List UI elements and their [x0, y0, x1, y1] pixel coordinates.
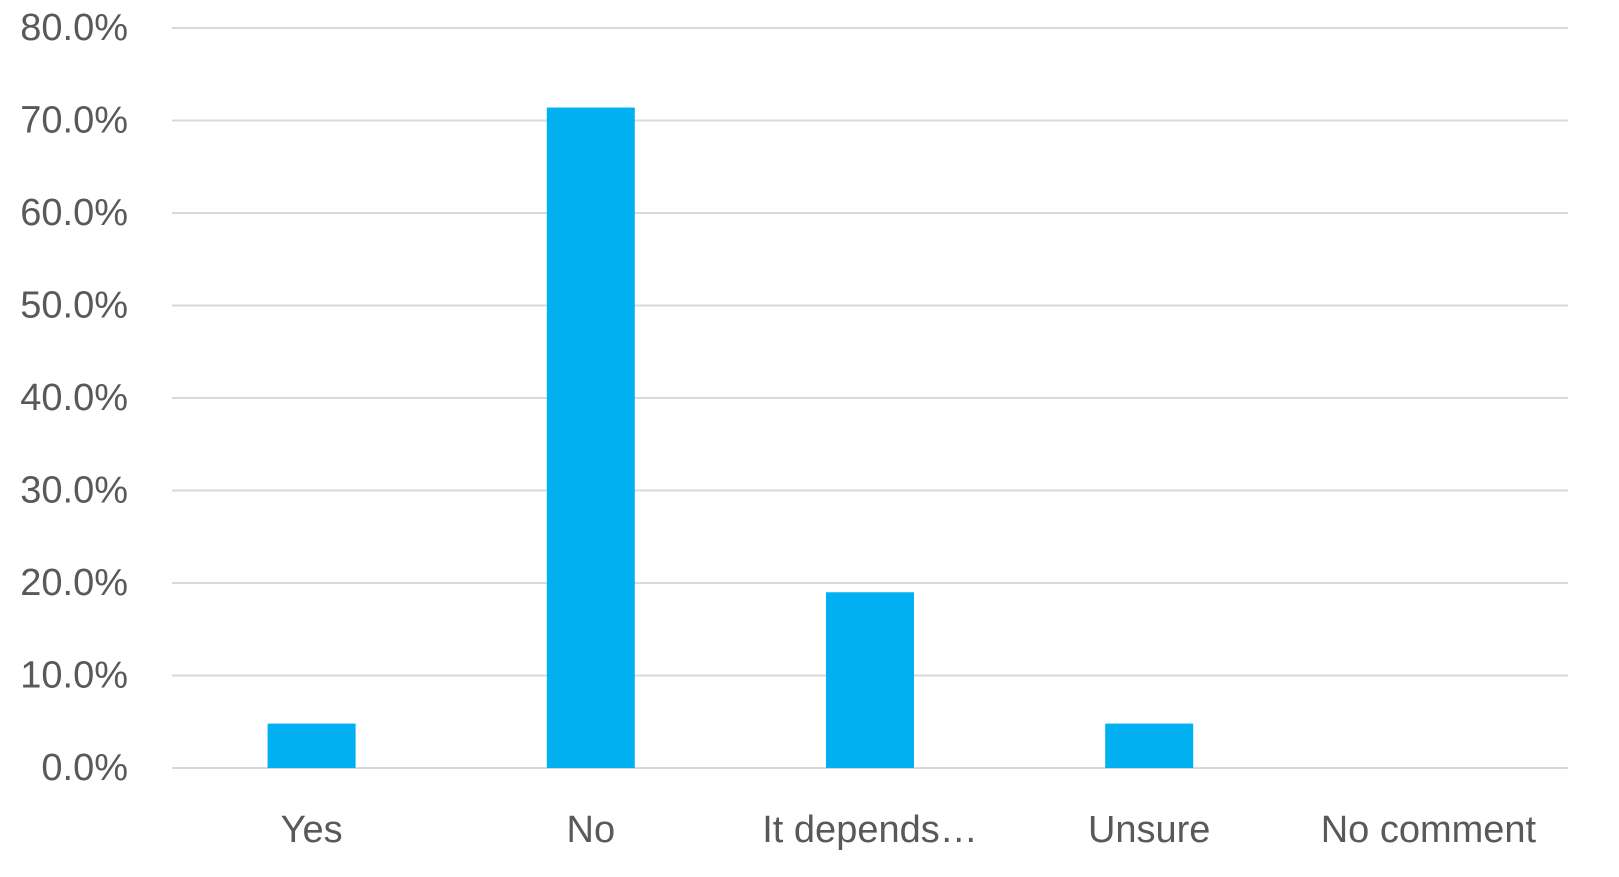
y-tick-label: 10.0%: [20, 655, 128, 697]
y-tick-label: 50.0%: [20, 285, 128, 327]
bar-yes: [267, 723, 356, 768]
x-category-label: No comment: [1321, 809, 1537, 851]
y-tick-label: 30.0%: [20, 470, 128, 512]
x-category-label: It depends…: [762, 809, 977, 851]
x-category-label: Yes: [281, 809, 343, 851]
bar-no: [546, 107, 635, 769]
x-axis-category-labels: Yes No It depends… Unsure No comment: [281, 809, 1537, 851]
y-tick-label: 60.0%: [20, 192, 128, 234]
bars: [267, 107, 1194, 769]
y-tick-label: 0.0%: [41, 747, 128, 789]
y-tick-label: 20.0%: [20, 562, 128, 604]
y-tick-label: 40.0%: [20, 377, 128, 419]
x-category-label: No: [567, 809, 616, 851]
y-tick-label: 80.0%: [20, 7, 128, 49]
y-axis-tick-labels: 0.0% 10.0% 20.0% 30.0% 40.0% 50.0% 60.0% 70.0% 8…: [20, 7, 128, 789]
gridlines: [172, 27, 1568, 769]
bar-it-depends: [826, 592, 914, 768]
x-category-label: Unsure: [1088, 809, 1211, 851]
bar-unsure: [1105, 723, 1194, 768]
y-tick-label: 70.0%: [20, 100, 128, 142]
